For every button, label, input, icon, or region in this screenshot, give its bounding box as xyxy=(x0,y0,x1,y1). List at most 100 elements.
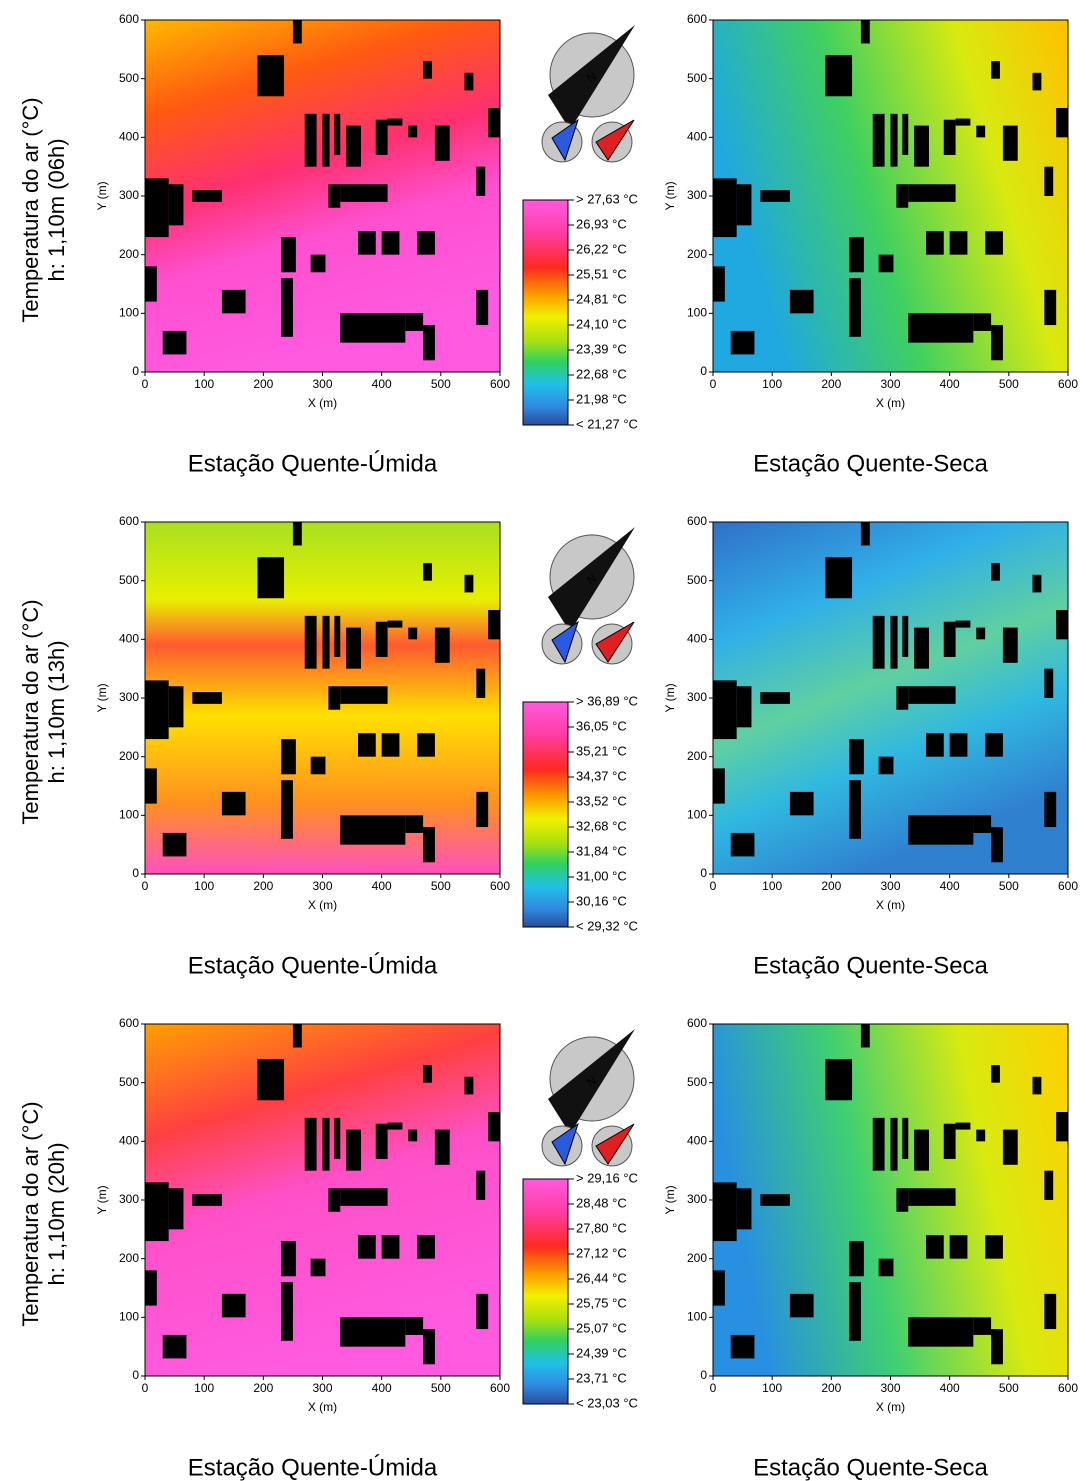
building xyxy=(973,815,992,833)
building xyxy=(943,621,956,657)
x-tick-label: 600 xyxy=(1058,377,1078,391)
y-tick-label: 600 xyxy=(687,514,707,528)
row-label: Temperatura do ar (°C) xyxy=(18,1101,43,1326)
x-tick-label: 500 xyxy=(431,377,451,391)
building xyxy=(434,627,450,663)
building xyxy=(168,184,184,226)
building xyxy=(955,1122,971,1130)
building xyxy=(192,1194,222,1206)
x-tick-label: 500 xyxy=(431,1381,451,1395)
building xyxy=(1056,108,1068,138)
building xyxy=(328,686,341,710)
x-tick-label: 300 xyxy=(312,879,332,893)
building xyxy=(423,61,432,79)
building xyxy=(860,522,870,546)
building xyxy=(991,61,1000,79)
building xyxy=(292,20,302,44)
building xyxy=(730,330,755,355)
building xyxy=(760,1194,790,1206)
building xyxy=(304,113,317,167)
building xyxy=(976,627,986,640)
building xyxy=(464,1076,474,1095)
building xyxy=(1056,610,1068,640)
building xyxy=(943,119,956,155)
building xyxy=(976,1129,986,1142)
y-tick-label: 500 xyxy=(119,573,139,587)
building xyxy=(423,1065,432,1083)
building xyxy=(713,178,737,238)
building xyxy=(1044,1170,1054,1200)
building xyxy=(902,615,909,657)
building xyxy=(417,1235,435,1259)
compass-blue xyxy=(551,118,579,162)
legend-label: 36,05 °C xyxy=(576,718,627,733)
building xyxy=(488,108,500,138)
building xyxy=(408,627,418,640)
building xyxy=(387,118,403,126)
y-tick-label: 200 xyxy=(687,1251,707,1265)
building xyxy=(908,313,974,343)
compass: N xyxy=(541,25,635,163)
y-tick-label: 300 xyxy=(687,1192,707,1206)
building xyxy=(713,266,725,302)
y-tick-label: 400 xyxy=(687,632,707,646)
x-tick-label: 200 xyxy=(253,377,273,391)
y-tick-label: 0 xyxy=(700,866,707,880)
x-tick-label: 0 xyxy=(710,1381,717,1395)
x-tick-label: 400 xyxy=(940,1381,960,1395)
building xyxy=(340,815,406,845)
y-tick-label: 400 xyxy=(687,130,707,144)
building xyxy=(1032,72,1042,91)
x-tick-label: 400 xyxy=(940,879,960,893)
building xyxy=(417,231,435,255)
building xyxy=(346,627,361,669)
building xyxy=(358,1235,376,1259)
building xyxy=(281,278,293,337)
building xyxy=(145,178,169,238)
building xyxy=(926,733,944,757)
building xyxy=(281,1241,296,1277)
building xyxy=(872,1117,885,1171)
legend-label: 31,00 °C xyxy=(576,868,627,883)
x-tick-label: 200 xyxy=(253,1381,273,1395)
x-tick-label: 0 xyxy=(710,879,717,893)
x-tick-label: 500 xyxy=(431,879,451,893)
building xyxy=(985,1235,1003,1259)
y-tick-label: 400 xyxy=(119,130,139,144)
x-tick-label: 500 xyxy=(999,879,1019,893)
building xyxy=(162,1334,187,1359)
y-tick-label: 0 xyxy=(132,1368,139,1382)
legend-label: 35,21 °C xyxy=(576,743,627,758)
legend: > 36,89 °C 36,05 °C 35,21 °C 34,37 °C 33,52 … xyxy=(522,693,638,933)
legend-label: 23,71 °C xyxy=(576,1370,627,1385)
building xyxy=(713,680,737,740)
y-tick-label: 600 xyxy=(687,12,707,26)
x-tick-label: 600 xyxy=(1058,879,1078,893)
building xyxy=(221,791,246,816)
building xyxy=(381,733,400,757)
building xyxy=(730,832,755,857)
compass: N xyxy=(541,527,635,665)
x-tick-label: 200 xyxy=(821,1381,841,1395)
building xyxy=(825,1059,853,1101)
y-tick-label: 200 xyxy=(119,247,139,261)
building xyxy=(849,739,864,775)
legend-label: > 29,16 °C xyxy=(576,1170,638,1185)
x-tick-label: 300 xyxy=(880,1381,900,1395)
legend: > 27,63 °C 26,93 °C 26,22 °C 25,51 °C 24,81 … xyxy=(522,191,638,431)
y-tick-label: 600 xyxy=(119,12,139,26)
building xyxy=(1044,289,1057,326)
building xyxy=(322,615,330,669)
compass: N xyxy=(541,1029,635,1167)
building xyxy=(322,1117,330,1171)
building xyxy=(221,1293,246,1318)
x-tick-label: 600 xyxy=(1058,1381,1078,1395)
building xyxy=(405,313,424,331)
building xyxy=(304,615,317,669)
building xyxy=(860,1024,870,1048)
building xyxy=(890,113,898,167)
building xyxy=(860,20,870,44)
building xyxy=(1044,1293,1057,1330)
building xyxy=(872,113,885,167)
